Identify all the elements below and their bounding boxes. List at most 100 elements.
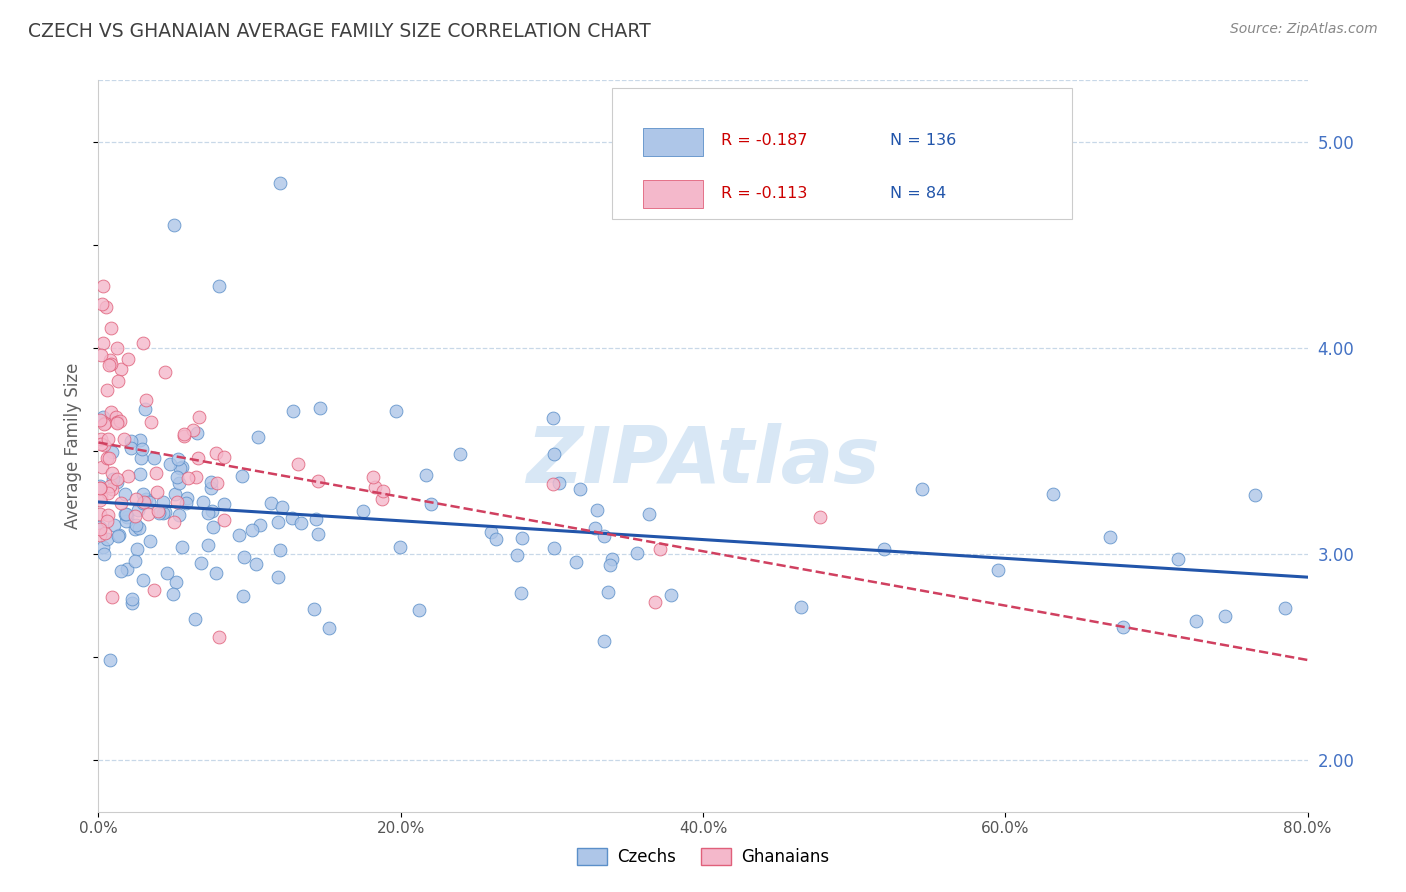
- Point: [156, 566, 179, 580]
- Point: [420, 497, 443, 511]
- Point: [96, 514, 118, 528]
- Point: [105, 415, 128, 429]
- Point: [101, 590, 124, 604]
- Point: [138, 495, 160, 509]
- Point: [93, 547, 115, 561]
- Point: [105, 409, 128, 424]
- Point: [197, 538, 219, 552]
- Point: [101, 466, 124, 480]
- Point: [247, 430, 270, 444]
- Point: [117, 352, 139, 367]
- Point: [163, 218, 186, 232]
- Point: [132, 487, 155, 501]
- Point: [152, 495, 174, 509]
- Point: [89, 413, 111, 427]
- Point: [94, 417, 117, 431]
- Point: [987, 563, 1010, 577]
- Legend: Czechs, Ghanaians: Czechs, Ghanaians: [571, 841, 835, 873]
- Point: [790, 600, 813, 615]
- Point: [132, 495, 155, 509]
- Point: [90, 460, 112, 475]
- Point: [165, 487, 187, 501]
- Point: [585, 521, 607, 535]
- Point: [129, 467, 152, 481]
- Point: [659, 588, 682, 602]
- Point: [371, 484, 394, 499]
- Point: [121, 596, 143, 610]
- Point: [117, 468, 139, 483]
- Point: [167, 476, 190, 491]
- Point: [364, 480, 387, 494]
- Point: [208, 630, 231, 644]
- Point: [125, 541, 148, 556]
- Text: R = -0.113: R = -0.113: [721, 186, 807, 202]
- Point: [163, 515, 186, 529]
- Point: [143, 583, 166, 598]
- Point: [183, 423, 205, 437]
- Point: [155, 505, 177, 519]
- Point: [249, 517, 271, 532]
- Point: [598, 584, 620, 599]
- Point: [808, 509, 831, 524]
- Point: [638, 508, 661, 522]
- Point: [110, 496, 132, 510]
- Point: [565, 555, 588, 569]
- Point: [172, 541, 194, 555]
- Point: [266, 516, 288, 530]
- Point: [146, 484, 169, 499]
- Text: N = 136: N = 136: [890, 134, 956, 148]
- Point: [512, 531, 534, 545]
- Point: [107, 374, 129, 388]
- Text: N = 84: N = 84: [890, 186, 946, 202]
- Point: [89, 478, 111, 492]
- Point: [1099, 530, 1122, 544]
- Point: [139, 534, 162, 549]
- Point: [449, 447, 471, 461]
- Point: [91, 410, 114, 425]
- Point: [108, 528, 131, 542]
- Point: [125, 492, 148, 507]
- Point: [202, 520, 225, 534]
- Point: [245, 557, 267, 571]
- Point: [139, 415, 162, 429]
- Point: [600, 551, 623, 566]
- Point: [124, 508, 146, 523]
- Point: [153, 366, 176, 380]
- Point: [127, 503, 149, 517]
- Point: [193, 495, 215, 509]
- Point: [98, 353, 121, 368]
- Point: [174, 496, 197, 510]
- Point: [93, 417, 115, 431]
- Point: [100, 405, 122, 419]
- Point: [479, 524, 502, 539]
- Point: [166, 451, 188, 466]
- Point: [307, 474, 329, 488]
- Point: [271, 500, 294, 515]
- Point: [91, 297, 114, 311]
- Point: [190, 557, 212, 571]
- Point: [228, 528, 250, 542]
- Point: [96, 533, 118, 547]
- Point: [124, 553, 146, 567]
- Point: [173, 429, 195, 443]
- Point: [1184, 614, 1206, 628]
- Point: [107, 529, 129, 543]
- Point: [93, 438, 115, 452]
- Point: [166, 470, 188, 484]
- Point: [173, 427, 195, 442]
- Point: [177, 470, 200, 484]
- Point: [100, 320, 122, 334]
- Point: [548, 476, 571, 491]
- Point: [129, 451, 152, 466]
- Point: [408, 603, 430, 617]
- Point: [205, 445, 228, 459]
- FancyBboxPatch shape: [613, 87, 1071, 219]
- Point: [200, 481, 222, 495]
- Point: [89, 481, 111, 495]
- Point: [98, 478, 121, 492]
- Point: [644, 595, 666, 609]
- Point: [124, 522, 146, 536]
- Point: [1274, 600, 1296, 615]
- Point: [302, 602, 325, 616]
- Point: [89, 528, 111, 542]
